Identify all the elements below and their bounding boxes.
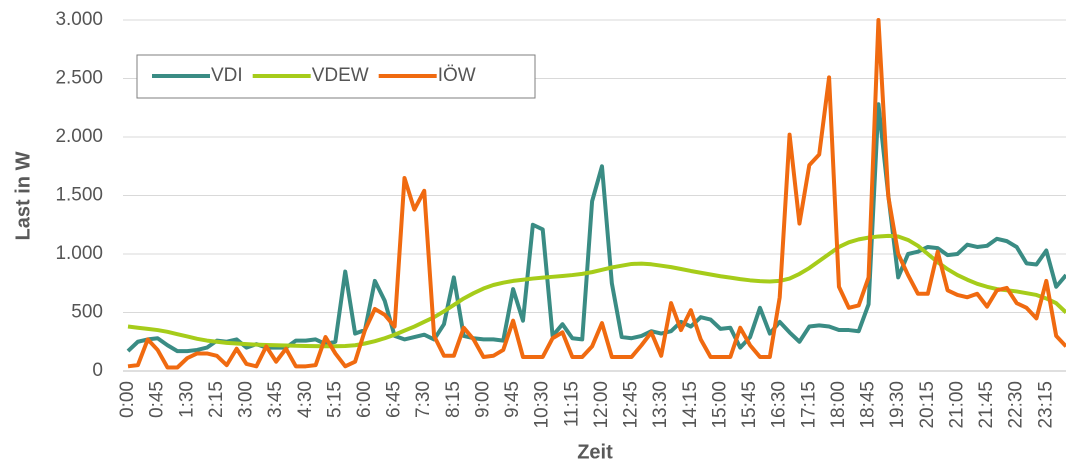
series-line <box>127 18 1066 370</box>
x-tick-label: 6:00 <box>354 381 375 418</box>
y-tick-label: 2.500 <box>55 68 103 89</box>
y-tick-label: 500 <box>71 302 103 323</box>
y-tick-label: 3.000 <box>55 9 103 30</box>
x-tick-label: 15:45 <box>739 381 760 429</box>
y-tick-label: 1.000 <box>55 243 103 264</box>
x-tick-label: 2:15 <box>206 381 227 418</box>
x-tick-label: 0:45 <box>147 381 168 418</box>
x-tick-label: 21:45 <box>976 381 997 429</box>
x-tick-label: 3:45 <box>265 381 286 418</box>
x-tick-label: 0:00 <box>117 381 138 418</box>
legend-label: VDEW <box>312 65 369 86</box>
x-tick-label: 1:30 <box>176 381 197 418</box>
y-axis-title: Last in W <box>12 151 34 240</box>
legend-label: VDI <box>211 65 243 86</box>
x-tick-label: 18:45 <box>858 381 879 429</box>
legend: VDI VDEW IÖW <box>136 54 536 99</box>
x-tick-label: 21:00 <box>946 381 967 429</box>
x-tick-label: 9:00 <box>472 381 493 418</box>
series-line <box>126 102 1066 354</box>
x-tick-label: 22:30 <box>1006 381 1027 429</box>
x-tick-label: 13:30 <box>650 381 671 429</box>
x-tick-label: 15:00 <box>709 381 730 429</box>
y-tick-label: 0 <box>92 360 103 381</box>
x-tick-label: 10:30 <box>532 381 553 429</box>
x-tick-label: 12:00 <box>591 381 612 429</box>
series-line <box>127 233 1066 349</box>
legend-label: IÖW <box>438 65 476 86</box>
x-tick-label: 9:45 <box>502 381 523 418</box>
x-tick-label: 14:15 <box>680 381 701 429</box>
x-tick-label: 6:45 <box>384 381 405 418</box>
x-tick-label: 7:30 <box>413 381 434 418</box>
x-tick-label: 8:15 <box>443 381 464 418</box>
y-tick-label: 1.500 <box>55 185 103 206</box>
x-tick-label: 5:15 <box>324 381 345 418</box>
x-tick-label: 4:30 <box>295 381 316 418</box>
x-tick-label: 11:15 <box>561 381 582 427</box>
x-tick-label: 20:15 <box>917 381 938 429</box>
y-tick-label: 2.000 <box>55 126 103 147</box>
x-tick-label: 16:30 <box>769 381 790 429</box>
x-tick-label: 18:00 <box>828 381 849 429</box>
x-tick-label: 23:15 <box>1035 381 1056 429</box>
x-tick-label: 3:00 <box>236 381 257 418</box>
x-tick-label: 19:30 <box>887 381 908 429</box>
x-tick-label: 17:15 <box>798 381 819 429</box>
x-axis-title: Zeit <box>577 441 613 463</box>
x-tick-label: 12:45 <box>621 381 642 429</box>
